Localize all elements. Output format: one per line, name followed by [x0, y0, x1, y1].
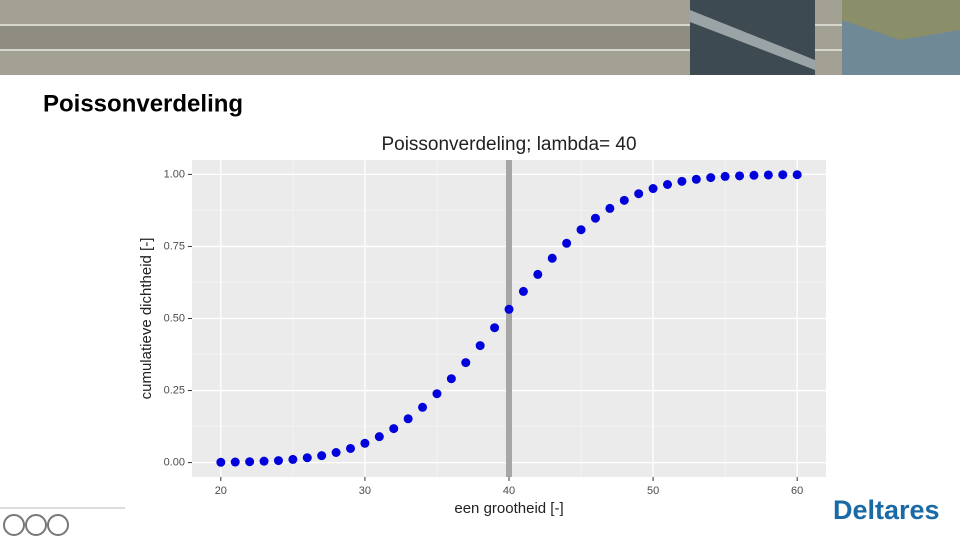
point	[763, 170, 773, 180]
x-tick-label: 60	[791, 485, 803, 497]
point	[374, 432, 384, 442]
point	[403, 414, 413, 424]
point	[490, 323, 500, 333]
x-tick-label: 20	[215, 485, 227, 497]
point	[749, 170, 759, 180]
point	[533, 269, 543, 279]
point	[605, 203, 615, 213]
point	[691, 174, 701, 184]
point	[273, 456, 283, 466]
cc-icons	[3, 514, 69, 536]
point	[634, 189, 644, 199]
point	[648, 184, 658, 194]
point	[590, 213, 600, 223]
y-tick-label: 0.50	[164, 312, 185, 324]
point	[245, 457, 255, 467]
point	[302, 453, 312, 463]
point	[706, 173, 716, 183]
point	[461, 358, 471, 368]
x-tick-label: 40	[503, 485, 515, 497]
slide-title: Poissonverdeling	[43, 90, 243, 117]
x-tick-label: 30	[359, 485, 371, 497]
point	[360, 438, 370, 448]
header-stripe	[0, 26, 690, 49]
point	[259, 456, 269, 466]
photo-bridge	[690, 10, 815, 70]
point	[446, 374, 456, 384]
point	[216, 457, 226, 467]
photo-land	[842, 0, 960, 40]
y-tick-label: 0.00	[164, 456, 185, 468]
point	[735, 171, 745, 181]
point	[389, 424, 399, 434]
point	[432, 389, 442, 399]
point	[288, 454, 298, 464]
point	[518, 286, 528, 296]
point	[562, 238, 572, 248]
point	[547, 253, 557, 263]
point	[331, 448, 341, 458]
point	[346, 443, 355, 453]
point	[317, 451, 327, 461]
point	[677, 176, 687, 186]
point	[663, 179, 672, 189]
y-tick-label: 0.75	[164, 240, 185, 252]
point	[720, 171, 730, 181]
x-tick-label: 50	[647, 485, 659, 497]
point	[418, 402, 428, 412]
y-axis-label: cumulatieve dichtheid [-]	[138, 238, 155, 400]
point	[504, 304, 514, 314]
chart: 0.00 0.25 0.50 0.75 1.00 20 30 40 50 60 Poissonver…	[138, 134, 826, 517]
point	[475, 341, 485, 351]
y-tick-label: 1.00	[164, 168, 185, 180]
y-tick-label: 0.25	[164, 384, 185, 396]
point	[619, 195, 629, 205]
point	[576, 225, 586, 235]
point	[792, 170, 802, 180]
point	[230, 457, 240, 467]
x-axis-label: een grootheid [-]	[454, 500, 563, 517]
point	[778, 170, 788, 180]
logo: Deltares	[833, 495, 940, 525]
chart-title: Poissonverdeling; lambda= 40	[381, 134, 636, 155]
